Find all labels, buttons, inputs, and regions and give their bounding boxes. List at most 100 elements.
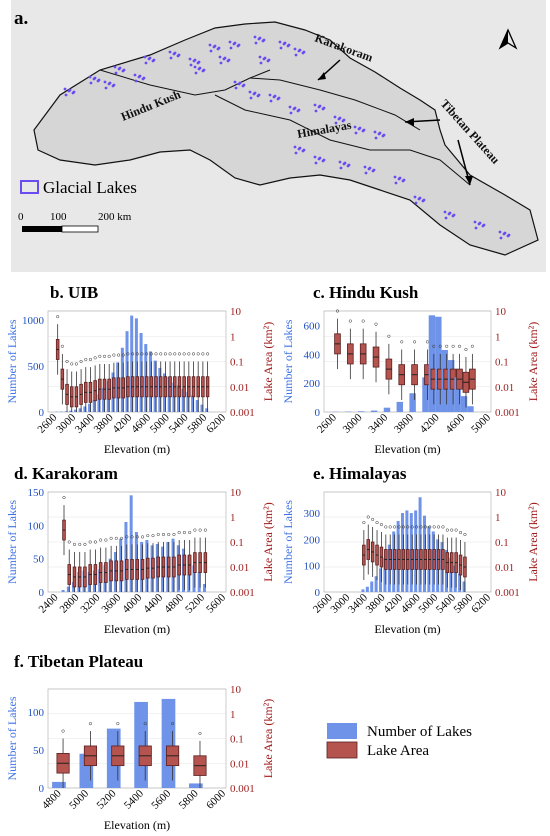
chart-title: f. Tibetan Plateau [14,652,143,671]
lake-dot [474,226,478,230]
area-outlier [371,517,375,521]
lake-dot [103,80,107,84]
lake-dot [499,236,503,240]
lake-dot [217,46,221,50]
count-bar [61,590,65,592]
lake-dot [152,58,156,62]
y2-tick-label: 0.1 [230,357,244,369]
area-outlier [451,344,455,348]
karakoram-boundary [249,77,421,131]
count-bar [92,400,96,412]
y2-tick-label: 10 [230,306,242,318]
lake-dot [218,55,222,59]
lake-dot [238,81,242,85]
area-outlier [182,530,186,535]
y-tick-label: 200 [304,534,321,546]
count-bar [102,388,106,412]
area-outlier [415,525,419,529]
y2-axis-label: Lake Area (km²) [261,502,275,582]
lake-dot [372,168,376,172]
lake-dot [194,71,198,75]
chart-1: 050010000.0010.010.111026003000340038004… [5,283,275,456]
lake-dot [334,121,338,125]
count-bar [189,783,203,788]
lake-dot [223,56,227,60]
y2-tick-label: 1 [230,709,236,721]
x-tick-label: 3200 [78,591,102,615]
y2-tick-label: 10 [230,684,242,696]
lake-dot [253,91,257,95]
area-outlier [187,352,191,356]
lake-dot [363,165,367,169]
count-bar [205,408,209,412]
lake-dot [293,106,297,110]
y2-axis-label: Lake Area (km²) [526,322,540,402]
y-tick-label: 50 [33,745,45,757]
area-outlier [131,352,135,356]
x-tick-label: 3400 [73,411,97,435]
lake-dot [318,156,322,160]
area-outlier [206,352,210,356]
x-axis-label: Elevation (m) [104,442,170,456]
x-tick-label: 3400 [366,411,390,435]
lake-dot [108,81,112,85]
area-outlier [126,352,130,356]
area-outlier [145,352,149,356]
area-outlier [83,542,87,546]
lake-dot [193,58,197,62]
chart-title: d. Karakoram [14,464,118,483]
lake-dot [273,94,277,98]
area-outlier [161,532,166,537]
y2-tick-label: 1 [495,331,501,343]
x-tick-label: 3800 [392,411,416,435]
chart-4: 01002003000.0010.010.1110260030003400380… [281,464,540,636]
y2-tick-label: 0.001 [495,587,520,599]
y2-tick-label: 0.1 [495,357,509,369]
area-outlier [93,540,97,544]
area-outlier [65,359,69,364]
area-outlier [140,535,145,539]
area-outlier [156,532,160,537]
lake-dot [298,48,302,52]
y-tick-label: 100 [28,707,45,719]
lake-dot [114,71,118,75]
area-outlier [384,525,388,529]
area-outlier [112,353,116,357]
count-bar [435,316,442,412]
area-outlier [171,722,175,726]
lake-dot [333,115,337,119]
x-tick-label: 5400 [167,411,191,435]
y-tick-label: 300 [304,508,321,520]
lake-dot [219,61,223,65]
y-axis-label: Number of Lakes [5,500,19,584]
north-arrow-icon [498,28,518,50]
area-outlier [196,352,200,356]
area-outlier [413,340,417,344]
lake-dot [213,44,217,48]
count-bar [74,409,78,412]
y2-tick-label: 1 [230,331,236,343]
x-axis-label: Elevation (m) [104,818,170,832]
area-outlier [167,532,171,537]
chart-title: c. Hindu Kush [313,283,419,302]
panel-a-label: a. [14,8,28,29]
lake-dot [362,128,366,132]
count-bar [161,698,176,788]
area-outlier [116,722,120,726]
lake-dot [233,41,237,45]
lake-dot [188,57,192,61]
y-axis-label: Number of Lakes [281,319,295,403]
y2-tick-label: 10 [495,487,507,499]
lake-dot [122,68,126,72]
area-outlier [375,520,379,525]
y2-tick-label: 1 [230,512,236,524]
area-outlier [419,525,423,529]
count-bar [453,565,457,592]
area-outlier [84,357,88,362]
area-outlier [88,722,92,726]
count-bar [177,385,181,412]
y2-tick-label: 0.001 [495,407,520,419]
area-outlier [438,344,442,348]
